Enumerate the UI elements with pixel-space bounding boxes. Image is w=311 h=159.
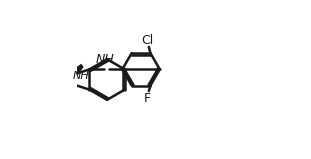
Text: NH: NH bbox=[73, 71, 90, 81]
Text: Cl: Cl bbox=[141, 34, 153, 47]
Text: F: F bbox=[144, 92, 151, 105]
Text: NH: NH bbox=[96, 53, 114, 66]
